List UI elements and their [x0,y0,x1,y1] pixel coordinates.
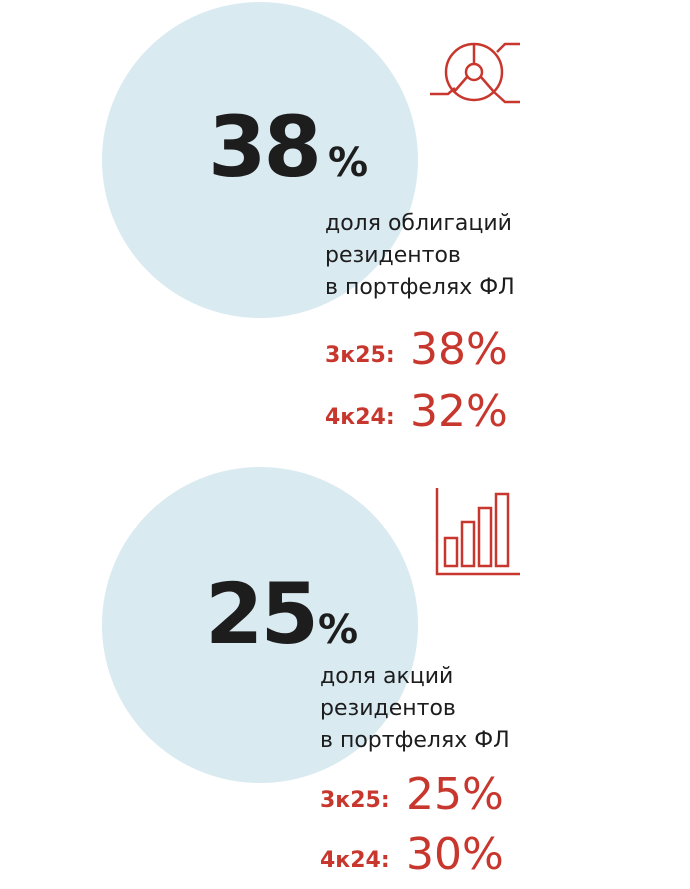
period-label: 3к25: [325,343,395,368]
unit: % [328,140,368,186]
bar-icon [435,488,520,576]
bg-circle [102,2,418,318]
period-label: 4к24: [320,848,390,873]
blocks: 38 % доля облигаций резидентов в портфелях Ф… [205,98,515,880]
big-number: 38 [208,98,319,196]
period-value: 32% [410,386,508,437]
unit: % [318,607,358,653]
description: резидентов [325,243,461,268]
period-label: 3к25: [320,788,390,813]
description: резидентов [320,696,456,721]
period-value: 25% [406,769,504,820]
bg-circle [102,467,418,783]
description: доля акций [320,664,453,689]
period-value: 38% [410,324,508,375]
description: в портфелях ФЛ [325,275,515,300]
period-value: 30% [406,829,504,880]
period-label: 4к24: [325,405,395,430]
big-number: 25 [205,565,316,663]
description: доля облигаций [325,211,512,236]
pie-icon [430,42,520,104]
description: в портфелях ФЛ [320,728,510,753]
